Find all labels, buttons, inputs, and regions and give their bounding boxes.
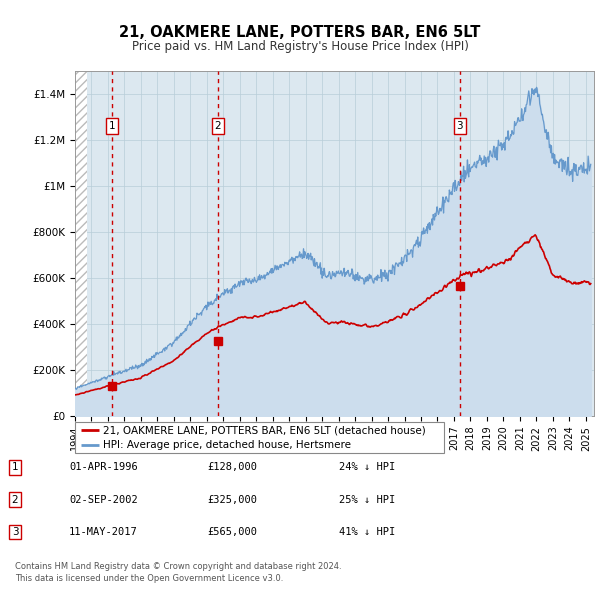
Text: 2: 2: [215, 121, 221, 131]
Text: Price paid vs. HM Land Registry's House Price Index (HPI): Price paid vs. HM Land Registry's House …: [131, 40, 469, 53]
Text: HPI: Average price, detached house, Hertsmere: HPI: Average price, detached house, Hert…: [103, 440, 350, 450]
Text: 02-SEP-2002: 02-SEP-2002: [69, 495, 138, 504]
Text: £565,000: £565,000: [207, 527, 257, 537]
Text: £128,000: £128,000: [207, 463, 257, 472]
Text: 2: 2: [11, 495, 19, 504]
Text: 25% ↓ HPI: 25% ↓ HPI: [339, 495, 395, 504]
Text: 11-MAY-2017: 11-MAY-2017: [69, 527, 138, 537]
Text: 1: 1: [11, 463, 19, 472]
Text: 24% ↓ HPI: 24% ↓ HPI: [339, 463, 395, 472]
Text: 1: 1: [109, 121, 115, 131]
Text: 3: 3: [457, 121, 463, 131]
Text: 3: 3: [11, 527, 19, 537]
Text: 21, OAKMERE LANE, POTTERS BAR, EN6 5LT: 21, OAKMERE LANE, POTTERS BAR, EN6 5LT: [119, 25, 481, 40]
Text: 01-APR-1996: 01-APR-1996: [69, 463, 138, 472]
Text: Contains HM Land Registry data © Crown copyright and database right 2024.
This d: Contains HM Land Registry data © Crown c…: [15, 562, 341, 583]
Text: £325,000: £325,000: [207, 495, 257, 504]
Text: 41% ↓ HPI: 41% ↓ HPI: [339, 527, 395, 537]
Text: 21, OAKMERE LANE, POTTERS BAR, EN6 5LT (detached house): 21, OAKMERE LANE, POTTERS BAR, EN6 5LT (…: [103, 425, 425, 435]
